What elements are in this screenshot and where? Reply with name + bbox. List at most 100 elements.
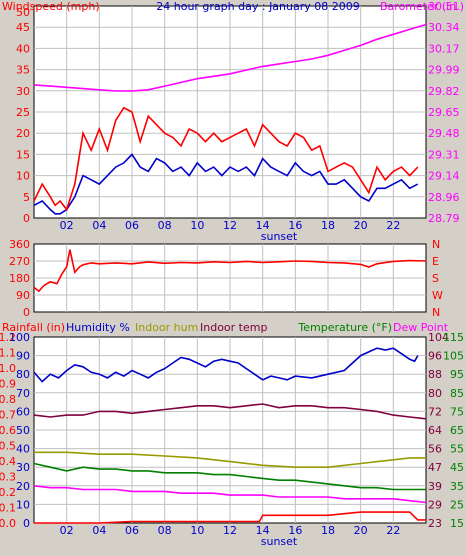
y-hum-tick: 30 <box>16 461 30 474</box>
wind-direction-line <box>33 249 427 293</box>
y-temp-tick: 65 <box>450 424 464 437</box>
x-tick-label: 12 <box>223 219 237 232</box>
avg-wind-line <box>33 153 419 215</box>
y-left-tick: 20 <box>16 127 30 140</box>
x-tick-label: 10 <box>190 524 204 537</box>
y-rain-tick: 1.1 <box>0 347 16 360</box>
y-rain-tick: 0.7 <box>0 409 16 422</box>
x-tick-label: 10 <box>190 219 204 232</box>
y-left-tick: 25 <box>16 106 30 119</box>
y-right-tick: N <box>432 306 440 319</box>
y-right-tick: 29.31 <box>428 148 460 161</box>
y-temp-tick: 95 <box>450 368 464 381</box>
y-hum-tick: 90 <box>16 350 30 363</box>
x-tick-label: 08 <box>158 524 172 537</box>
y-left-tick: 15 <box>16 148 30 161</box>
y-left-tick: 45 <box>16 21 30 34</box>
y-indoor-tick: 56 <box>428 443 442 456</box>
left-axis-label: Windspeed (mph) <box>2 0 100 13</box>
y-left-tick: 50 <box>16 6 30 19</box>
y-right-tick: 29.65 <box>428 106 460 119</box>
y-rain-tick: 0.1 <box>0 502 16 515</box>
x-tick-label: 20 <box>354 219 368 232</box>
rainfall-line <box>34 511 426 524</box>
y-right-tick: N <box>432 238 440 251</box>
y-left-tick: 180 <box>9 272 30 285</box>
y-rain-tick: 0.0 <box>0 517 16 530</box>
indoor-hum-label: Indoor hum <box>135 321 198 334</box>
y-left-tick: 30 <box>16 85 30 98</box>
y-left-tick: 270 <box>9 255 30 268</box>
y-indoor-tick: 23 <box>428 517 442 530</box>
y-temp-tick: 55 <box>450 443 464 456</box>
y-indoor-tick: 64 <box>428 424 442 437</box>
y-indoor-tick: 29 <box>428 498 442 511</box>
y-indoor-tick: 72 <box>428 405 442 418</box>
y-rain-tick: 1.0 <box>0 362 16 375</box>
sunset-label: sunset <box>261 535 298 548</box>
indoor-temp-line <box>33 403 427 420</box>
y-right-tick: 30.34 <box>428 21 460 34</box>
y-right-tick: 29.48 <box>428 127 460 140</box>
x-tick-label: 08 <box>158 219 172 232</box>
y-hum-tick: 50 <box>16 424 30 437</box>
x-tick-label: 06 <box>125 219 139 232</box>
x-tick-label: 14 <box>256 219 270 232</box>
x-tick-label: 04 <box>92 219 106 232</box>
y-indoor-tick: 88 <box>428 368 442 381</box>
chart-title: 24 hour graph day : January 08 2009 <box>156 0 360 13</box>
y-temp-tick: 115 <box>443 331 464 344</box>
y-right-tick: 29.14 <box>428 170 460 183</box>
humidity-label: Humidity % <box>66 321 130 334</box>
y-right-tick: 28.79 <box>428 212 460 225</box>
y-hum-tick: 70 <box>16 387 30 400</box>
x-tick-label: 20 <box>354 524 368 537</box>
y-left-tick: 0 <box>23 212 30 225</box>
y-left-tick: 0 <box>23 306 30 319</box>
y-hum-tick: 100 <box>9 331 30 344</box>
y-left-tick: 10 <box>16 170 30 183</box>
y-left-tick: 90 <box>16 289 30 302</box>
sunset-label: sunset <box>261 230 298 243</box>
x-tick-label: 06 <box>125 524 139 537</box>
y-left-tick: 360 <box>9 238 30 251</box>
y-hum-tick: 20 <box>16 480 30 493</box>
y-hum-tick: 40 <box>16 443 30 456</box>
y-right-tick: 30.51 <box>428 0 460 13</box>
y-hum-tick: 80 <box>16 368 30 381</box>
x-tick-label: 22 <box>386 219 400 232</box>
y-right-tick: 29.99 <box>428 64 460 77</box>
y-indoor-tick: 96 <box>428 350 442 363</box>
temperature-line <box>33 462 426 491</box>
y-hum-tick: 10 <box>16 498 30 511</box>
x-tick-label: 16 <box>288 524 302 537</box>
y-right-tick: 28.96 <box>428 191 460 204</box>
y-right-tick: W <box>432 289 443 302</box>
y-temp-tick: 85 <box>450 387 464 400</box>
indoor-hum-line <box>34 451 426 468</box>
y-hum-tick: 0 <box>23 517 30 530</box>
x-tick-label: 14 <box>256 524 270 537</box>
dewpoint-line <box>33 485 427 504</box>
y-rain-tick: 0.6 <box>0 424 16 437</box>
barometer-line <box>33 23 427 92</box>
indoor-temp-label: Indoor temp <box>200 321 267 334</box>
temperature-label: Temperature (°F) <box>297 321 392 334</box>
y-temp-tick: 15 <box>450 517 464 530</box>
y-rain-tick: 0.4 <box>0 455 16 468</box>
y-rain-tick: 0.8 <box>0 393 16 406</box>
y-indoor-tick: 47 <box>428 461 442 474</box>
y-rain-tick: 0.2 <box>0 486 16 499</box>
y-temp-tick: 45 <box>450 461 464 474</box>
y-left-tick: 40 <box>16 42 30 55</box>
y-indoor-tick: 80 <box>428 387 442 400</box>
y-left-tick: 5 <box>23 191 30 204</box>
x-tick-label: 02 <box>60 524 74 537</box>
y-indoor-tick: 104 <box>428 331 449 344</box>
y-rain-tick: 0.5 <box>0 440 16 453</box>
y-indoor-tick: 39 <box>428 480 442 493</box>
y-hum-tick: 60 <box>16 405 30 418</box>
y-temp-tick: 105 <box>443 350 464 363</box>
y-rain-tick: 0.9 <box>0 378 16 391</box>
x-tick-label: 18 <box>321 524 335 537</box>
